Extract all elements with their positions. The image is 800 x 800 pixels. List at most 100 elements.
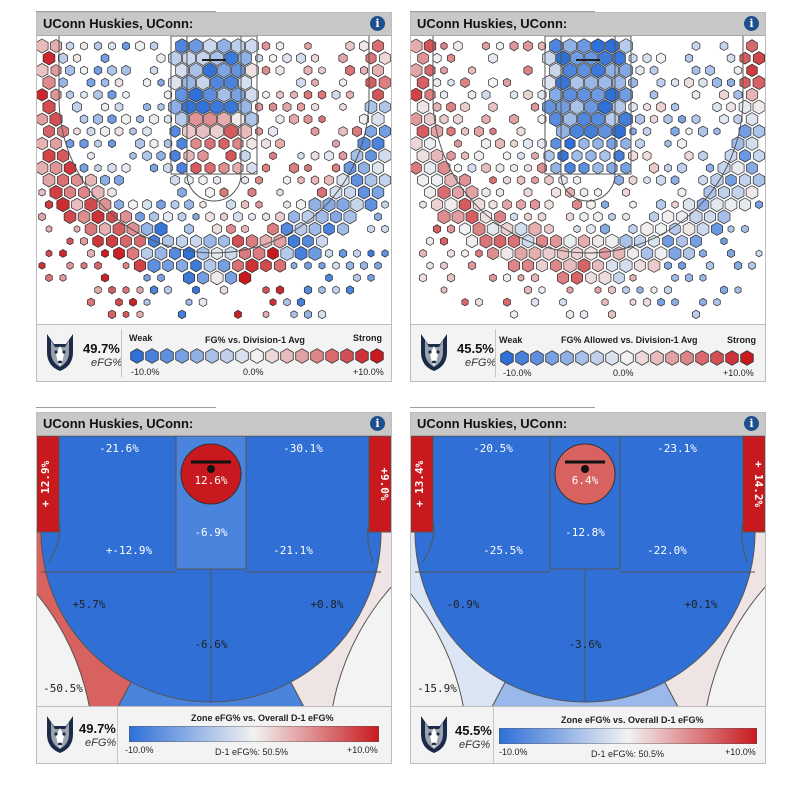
hex-bin — [461, 249, 469, 258]
hex-bin — [337, 222, 349, 236]
hex-bin — [517, 273, 525, 282]
hex-bin — [203, 38, 217, 54]
hex-bin — [336, 197, 350, 213]
hex-bin — [142, 150, 152, 162]
info-icon[interactable]: i — [744, 416, 759, 431]
hex-bin — [503, 77, 511, 88]
info-icon[interactable]: i — [370, 16, 385, 31]
hex-bin — [676, 234, 688, 248]
legend-mid-label: D-1 eFG%: 50.5% — [215, 747, 289, 757]
hex-bin — [419, 200, 427, 209]
hex-bin — [605, 38, 619, 54]
hex-bin — [619, 233, 633, 249]
hex-bin — [613, 271, 625, 285]
hex-bin — [203, 62, 217, 79]
hex-bin — [614, 174, 624, 186]
hex-bin — [591, 86, 605, 103]
hex-bin — [37, 160, 49, 176]
hex-bin — [107, 114, 117, 125]
info-icon[interactable]: i — [370, 416, 385, 431]
hex-bin — [619, 62, 633, 79]
hex-bin — [365, 149, 377, 163]
hex-bin — [113, 246, 125, 261]
hex-bin — [559, 297, 567, 307]
hex-bin — [143, 273, 151, 282]
legend-max-label: +10.0% — [725, 747, 756, 757]
hex-bin — [176, 234, 188, 249]
hex-bin — [677, 138, 687, 150]
hex-bin — [381, 249, 389, 258]
hex-bin — [364, 99, 378, 115]
hex-bin — [550, 258, 562, 273]
hex-bin — [584, 74, 598, 91]
hex-bin — [444, 172, 458, 188]
zone-label-left-corner-3: + 13.4% — [413, 460, 426, 507]
hex-bin — [676, 210, 688, 224]
legend-hex — [175, 348, 189, 364]
legend-max-label: +10.0% — [353, 367, 384, 377]
hex-bin — [556, 74, 570, 91]
hex-bin — [122, 285, 130, 295]
hex-bin — [599, 149, 611, 163]
efg-label: eFG% — [85, 737, 117, 749]
zone-chart-panel-offense: UConn Huskies, UConn: i 12.6% -6.9% -21.6%… — [36, 412, 392, 764]
hex-bin — [636, 286, 644, 294]
hex-bin — [549, 62, 563, 79]
panel-header: UConn Huskies, UConn: i — [37, 13, 391, 36]
hex-bin — [338, 126, 348, 137]
hex-bin — [605, 62, 619, 79]
hex-bin — [304, 261, 312, 270]
hex-bin — [755, 200, 763, 210]
hex-bin — [168, 50, 182, 67]
hex-bin — [352, 125, 362, 138]
hex-bin — [613, 149, 625, 163]
hex-bin — [549, 86, 563, 103]
info-icon[interactable]: i — [744, 16, 759, 31]
hex-bin — [303, 65, 313, 76]
hex-bin — [719, 113, 729, 125]
hex-bin — [705, 163, 715, 173]
hex-bin — [50, 136, 62, 151]
zone-label-deep: -15.9% — [417, 682, 457, 695]
tab-line — [410, 407, 595, 408]
hex-bin — [689, 209, 703, 225]
legend-hex — [620, 350, 634, 366]
hex-bin — [378, 75, 391, 90]
hex-bin — [629, 200, 637, 209]
hex-bin — [656, 101, 666, 113]
husky-logo — [417, 714, 451, 754]
hex-bin — [149, 163, 159, 173]
hex-bin — [696, 221, 710, 237]
hex-bin — [461, 126, 469, 136]
hex-bin — [318, 115, 326, 124]
hex-bin — [332, 261, 340, 270]
hex-bin — [643, 102, 651, 112]
hex-bin — [267, 222, 279, 236]
hex-bin — [98, 197, 112, 212]
hex-bin — [752, 99, 765, 115]
hex-bin — [64, 185, 76, 200]
legend-hex — [680, 350, 694, 366]
hex-bin — [280, 245, 294, 261]
hex-bin — [543, 149, 555, 163]
hex-bin — [451, 209, 465, 225]
hex-bin — [628, 77, 638, 89]
hex-bin — [101, 102, 109, 112]
hex-bin — [656, 77, 666, 88]
hex-bin — [591, 62, 605, 79]
hex-bin — [311, 53, 319, 63]
hex-bin — [339, 78, 347, 88]
zone-label-left-corner-3: + 12.9% — [39, 460, 52, 507]
hex-bin — [446, 273, 456, 283]
hex-bin — [649, 162, 659, 174]
hex-bin — [50, 64, 62, 77]
hex-bin — [605, 233, 619, 249]
hex-bin — [42, 99, 56, 115]
hex-bin — [606, 161, 618, 175]
hex-bin — [668, 246, 682, 261]
hex-bin — [108, 41, 116, 51]
hex-bin — [753, 149, 765, 163]
court-lines — [58, 36, 370, 254]
hex-bin — [199, 200, 207, 209]
zone-rim — [554, 443, 616, 505]
